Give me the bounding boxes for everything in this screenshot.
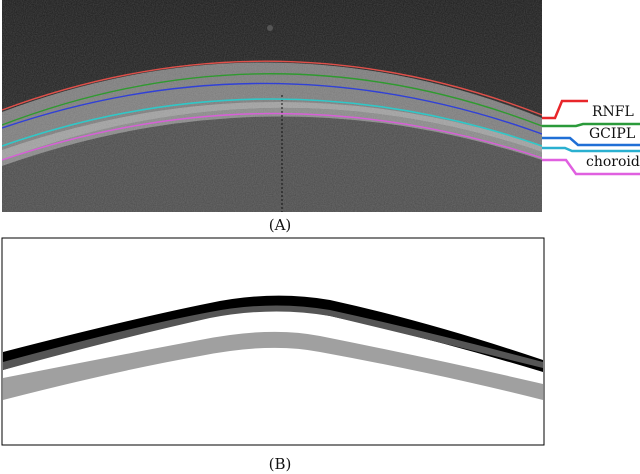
panel-b-segmentation [1,237,545,446]
rnfl-layer [3,295,543,372]
rnfl-gcipl-boundary [2,73,542,127]
choroid-boundary [2,112,542,161]
choroid-layer [3,331,543,400]
legend-label-choroid: choroid [586,154,640,170]
gcipl-connector-cyan [542,146,640,153]
gcipl-layer [3,305,543,370]
ilm-boundary [2,60,542,116]
panel-a-oct-image [2,0,542,212]
panel-b-caption: (B) [268,455,292,473]
choroid-connector [542,158,640,176]
panel-a-caption: (A) [268,216,292,234]
gcipl-connector [542,136,640,147]
rnfl-connector [542,99,588,120]
legend-connectors [542,99,640,176]
gcipl-inner-boundary [2,82,542,135]
legend-label-rnfl: RNFL [592,104,634,120]
rnfl-connector-green [542,122,640,128]
legend-label-gcipl: GCIPL [589,126,636,142]
gcipl-outer-boundary [2,98,542,147]
